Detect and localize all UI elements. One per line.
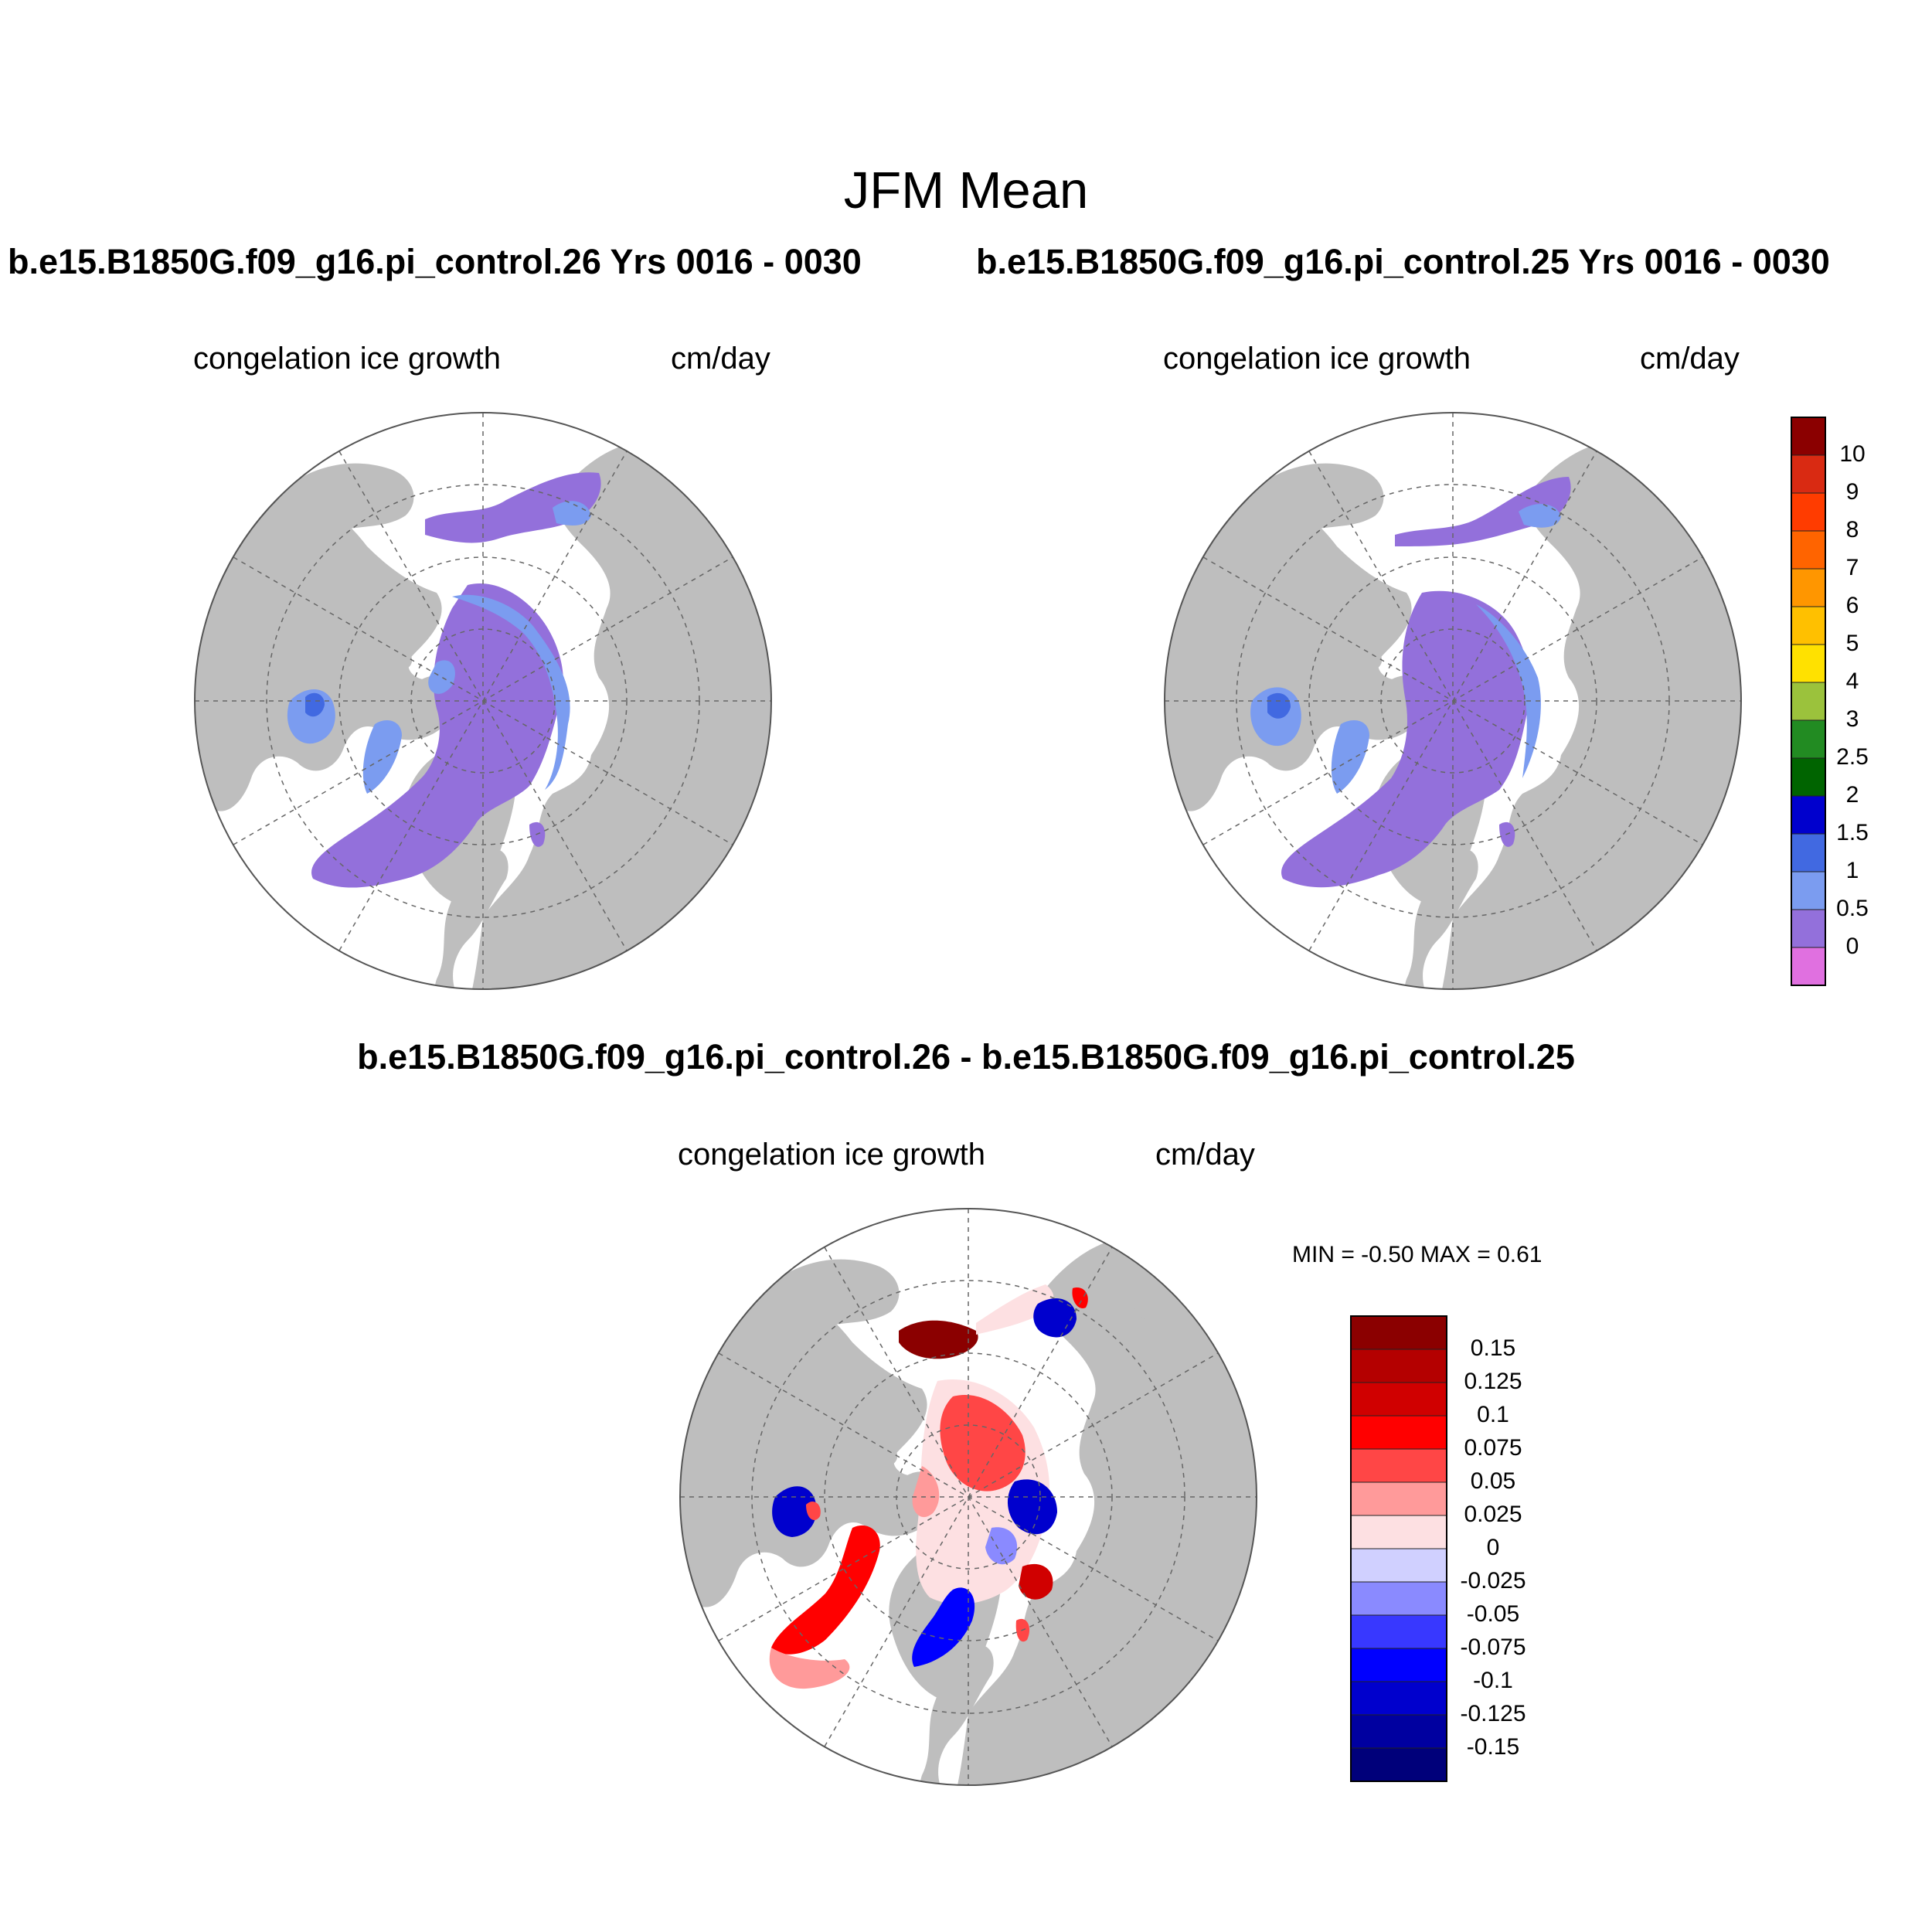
panel-2-map <box>1164 412 1742 990</box>
panel-2-title: b.e15.B1850G.f09_g16.pi_control.25 Yrs 0… <box>976 242 1830 281</box>
difference-colorbar-swatch <box>1350 1448 1447 1483</box>
main-colorbar-tick-label: 10 <box>1839 441 1866 467</box>
main-colorbar-tick-label: 4 <box>1845 668 1859 694</box>
difference-colorbar-tick-label: 0.075 <box>1464 1435 1522 1461</box>
difference-colorbar-swatch <box>1350 1481 1447 1516</box>
difference-colorbar-tick-label: -0.075 <box>1460 1634 1526 1660</box>
main-colorbar-tick-label: 6 <box>1845 593 1859 618</box>
difference-colorbar-swatch <box>1350 1415 1447 1450</box>
main-colorbar-tick-label: 2.5 <box>1836 744 1869 770</box>
main-colorbar-tick-label: 0.5 <box>1836 896 1869 921</box>
panel-2-variable-label: congelation ice growth <box>1163 342 1471 376</box>
main-colorbar-outline <box>1791 417 1826 986</box>
panel-1-title: b.e15.B1850G.f09_g16.pi_control.26 Yrs 0… <box>8 242 862 281</box>
panel-2-map-border <box>1164 412 1742 990</box>
panel-3-units-label: cm/day <box>1155 1138 1255 1172</box>
difference-colorbar-swatch <box>1350 1681 1447 1716</box>
main-colorbar-tick-label: 0 <box>1845 934 1859 959</box>
difference-colorbar-tick-label: 0.15 <box>1470 1335 1516 1361</box>
difference-colorbar-swatch <box>1350 1548 1447 1583</box>
main-colorbar-tick-label: 1 <box>1845 858 1859 883</box>
main-colorbar-swatch <box>1791 644 1826 683</box>
difference-colorbar-outline <box>1350 1315 1447 1782</box>
difference-colorbar-swatch <box>1350 1382 1447 1417</box>
panel-1-variable-label: congelation ice growth <box>193 342 502 376</box>
main-colorbar-tick-label: 2 <box>1845 782 1859 808</box>
min-max-readout: MIN = -0.50 MAX = 0.61 <box>1292 1242 1543 1267</box>
difference-colorbar-tick-label: 0.1 <box>1477 1402 1509 1427</box>
difference-colorbar-tick-label: -0.125 <box>1460 1701 1526 1726</box>
difference-colorbar-swatch <box>1350 1614 1447 1649</box>
difference-colorbar-swatch <box>1350 1648 1447 1682</box>
difference-colorbar-swatch <box>1350 1581 1447 1616</box>
difference-colorbar-tick-label: 0.025 <box>1464 1502 1522 1527</box>
difference-colorbar-tick-label: -0.05 <box>1466 1601 1520 1627</box>
difference-colorbar-tick-label: 0.05 <box>1470 1468 1516 1494</box>
difference-colorbar-swatch <box>1350 1747 1447 1782</box>
main-title: JFM Mean <box>843 162 1089 219</box>
difference-colorbar-tick-label: -0.15 <box>1466 1734 1520 1760</box>
panel-1-map <box>194 412 772 990</box>
panel-3-title: b.e15.B1850G.f09_g16.pi_control.26 - b.e… <box>357 1037 1575 1077</box>
main-colorbar-tick-label: 3 <box>1845 706 1859 732</box>
difference-colorbar <box>1350 1315 1447 1782</box>
panel-3-difference-field <box>769 1284 1088 1689</box>
panel-2-units-label: cm/day <box>1640 342 1740 376</box>
panel-1-map-border <box>194 412 772 990</box>
difference-colorbar-swatch <box>1350 1315 1447 1350</box>
main-colorbar-swatch <box>1791 492 1826 532</box>
main-colorbar-tick-label: 1.5 <box>1836 820 1869 845</box>
panel-2-ice-field <box>1250 477 1571 888</box>
difference-colorbar-swatch <box>1350 1515 1447 1549</box>
difference-colorbar-tick-label: -0.025 <box>1460 1568 1526 1594</box>
difference-colorbar-tick-label: 0.125 <box>1464 1369 1522 1394</box>
difference-colorbar-swatch <box>1350 1349 1447 1383</box>
main-colorbar-tick-label: 8 <box>1845 517 1859 543</box>
difference-colorbar-tick-label: 0 <box>1486 1535 1500 1560</box>
panel-1-units-label: cm/day <box>671 342 770 376</box>
main-colorbar-swatch <box>1791 417 1826 456</box>
main-colorbar-swatch <box>1791 682 1826 721</box>
panel-3-map <box>679 1208 1257 1786</box>
main-colorbar <box>1791 417 1826 986</box>
main-colorbar-tick-label: 5 <box>1845 631 1859 656</box>
panel-3-map-border <box>679 1208 1257 1786</box>
main-colorbar-tick-label: 7 <box>1845 555 1859 580</box>
difference-colorbar-tick-label: -0.1 <box>1473 1668 1513 1693</box>
main-colorbar-swatch <box>1791 719 1826 759</box>
main-colorbar-swatch <box>1791 947 1826 986</box>
main-colorbar-tick-label: 9 <box>1845 479 1859 505</box>
panel-3-variable-label: congelation ice growth <box>678 1138 986 1172</box>
main-colorbar-swatch <box>1791 757 1826 797</box>
difference-colorbar-swatch <box>1350 1714 1447 1749</box>
